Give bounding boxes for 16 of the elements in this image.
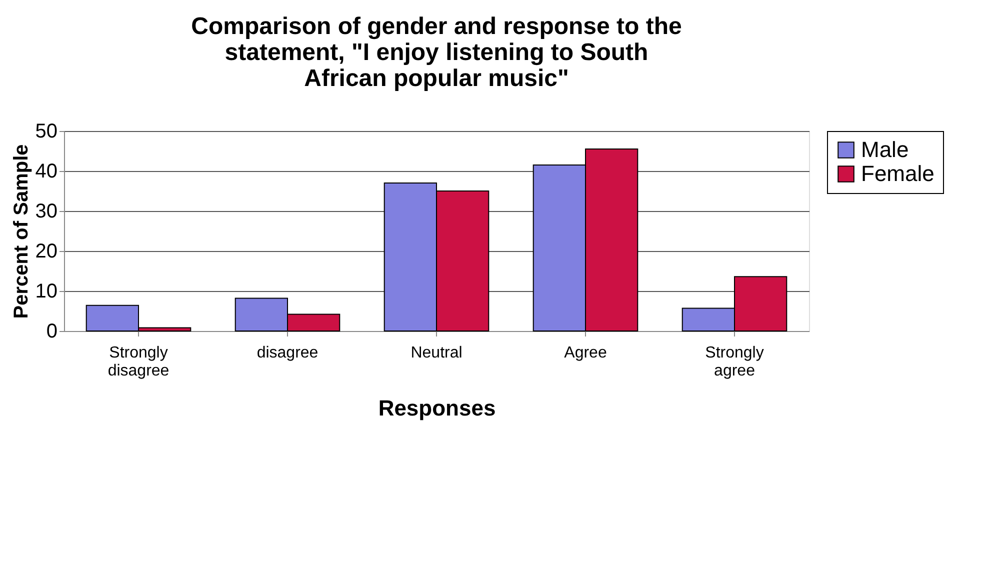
y-tick-label: 30 [35,200,58,222]
y-axis-title: Percent of Sample [10,144,32,319]
x-axis-title: Responses [378,396,496,420]
chart-title: Comparison of gender and response to the statement, "I enjoy listening to South African popular music" [191,13,682,92]
legend-label: Male [861,137,909,162]
x-tick-label: Agree [564,344,607,362]
y-tick-label: 40 [35,160,58,182]
x-tick-label: Strongly agree [705,344,764,380]
y-tick-label: 0 [46,320,58,342]
x-tick-label: disagree [256,344,318,362]
y-tick-label: 50 [35,120,58,142]
y-tick-label: 20 [35,240,58,262]
x-tick-label: Strongly disagree [108,344,170,380]
y-tick-label: 10 [35,280,58,302]
legend-label: Female [861,161,934,186]
x-tick-label: Neutral [410,344,462,362]
